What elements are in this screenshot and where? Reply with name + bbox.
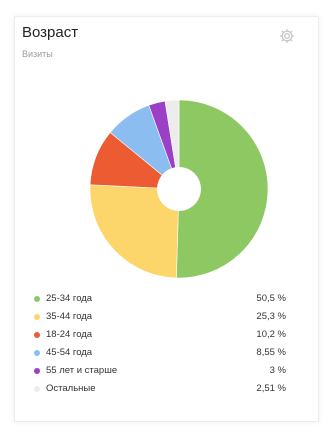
legend-label: 55 лет и старше — [46, 365, 118, 376]
legend-item[interactable]: 18-24 года 10,2 % — [34, 328, 286, 346]
legend-item[interactable]: 25-34 года 50,5 % — [34, 292, 286, 310]
legend-item[interactable]: 35-44 года 25,3 % — [34, 310, 286, 328]
legend-item[interactable]: 45-54 года 8,55 % — [34, 346, 286, 364]
widget-subtitle: Визиты — [22, 49, 53, 59]
legend-value: 2,51 % — [256, 383, 286, 394]
pie-slice[interactable] — [164, 99, 180, 190]
legend-value: 3 % — [269, 365, 286, 376]
legend-item[interactable]: 55 лет и старше 3 % — [34, 364, 286, 382]
gear-icon[interactable] — [278, 27, 296, 45]
legend-swatch — [34, 368, 40, 374]
legend-label: Остальные — [46, 383, 96, 394]
legend-label: 25-34 года — [46, 293, 93, 304]
donut-hole — [157, 167, 201, 211]
legend-swatch — [34, 332, 40, 338]
pie-slice[interactable] — [176, 99, 269, 279]
legend-value: 25,3 % — [256, 311, 286, 322]
legend-label: 18-24 года — [46, 329, 93, 340]
legend-swatch — [34, 386, 40, 392]
legend-value: 10,2 % — [256, 329, 286, 340]
legend-swatch — [34, 314, 40, 320]
legend-item[interactable]: Остальные 2,51 % — [34, 382, 286, 400]
legend-value: 50,5 % — [256, 293, 286, 304]
legend-label: 45-54 года — [46, 347, 93, 358]
widget-title: Возраст — [22, 24, 79, 41]
pie-slice[interactable] — [89, 184, 180, 279]
chart-legend: 25-34 года 50,5 % 35-44 года 25,3 % 18-24 го… — [34, 292, 286, 400]
legend-swatch — [34, 350, 40, 356]
donut-chart — [89, 99, 269, 279]
legend-value: 8,55 % — [256, 347, 286, 358]
legend-swatch — [34, 296, 40, 302]
legend-label: 35-44 года — [46, 311, 93, 322]
